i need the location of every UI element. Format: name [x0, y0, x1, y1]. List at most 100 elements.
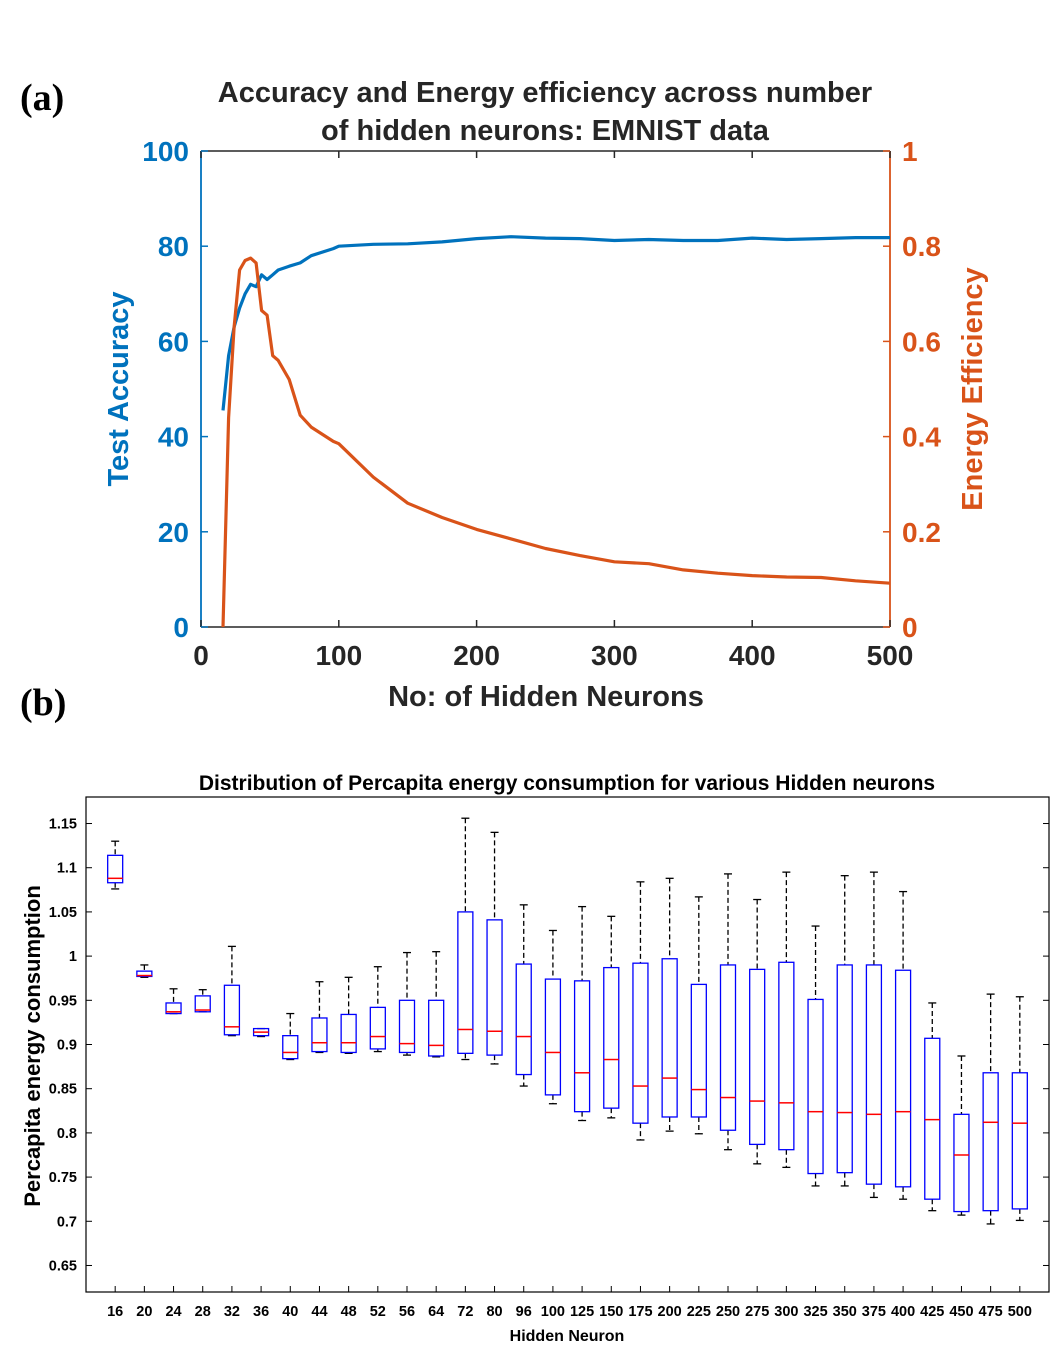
left-y-tick-label: 100 — [142, 136, 189, 167]
x-tick-label: 375 — [862, 1304, 886, 1320]
x-tick-label: 56 — [399, 1304, 415, 1320]
box-body — [369, 1006, 386, 1050]
box-100 — [544, 929, 562, 1105]
box-20 — [136, 964, 153, 978]
x-tick-label: 250 — [716, 1304, 740, 1320]
box-body — [282, 1035, 299, 1060]
box-body — [428, 999, 445, 1057]
x-tick-label: 400 — [891, 1304, 915, 1320]
x-tick-label: 16 — [107, 1304, 123, 1320]
box-body — [749, 968, 766, 1146]
series-line-left — [221, 235, 890, 411]
x-tick-label: 100 — [541, 1304, 565, 1320]
box-body — [223, 984, 241, 1036]
box-325 — [807, 925, 824, 1187]
y-tick-label: 0.75 — [49, 1170, 77, 1186]
x-tick-label: 450 — [949, 1304, 973, 1320]
box-body — [894, 969, 912, 1188]
box-125 — [573, 905, 591, 1122]
box-175 — [632, 881, 649, 1141]
box-24 — [165, 988, 182, 1015]
right-y-tick-label: 0.2 — [902, 517, 941, 548]
panel-b-label: (b) — [20, 682, 66, 724]
chart-accuracy-energy: Accuracy and Energy efficiency across nu… — [103, 77, 989, 713]
chart-a-title-line-1: Accuracy and Energy efficiency across nu… — [218, 77, 872, 109]
x-tick-label: 200 — [658, 1304, 682, 1320]
box-40 — [282, 1012, 299, 1061]
left-y-tick-label: 20 — [158, 517, 189, 548]
x-tick-label: 52 — [370, 1304, 386, 1320]
box-body — [165, 1002, 182, 1015]
x-tick-label: 32 — [224, 1304, 240, 1320]
y-tick-label: 0.85 — [49, 1082, 77, 1098]
x-tick-label: 125 — [570, 1304, 594, 1320]
box-28 — [194, 989, 211, 1013]
plot-frame — [85, 796, 1050, 1293]
chart-b-title: Distribution of Percapita energy consump… — [199, 772, 935, 795]
box-body — [486, 919, 503, 1056]
box-body — [807, 998, 824, 1175]
x-tick-label: 80 — [486, 1304, 502, 1320]
box-body — [865, 964, 883, 1185]
box-16 — [107, 840, 124, 890]
x-tick-label: 350 — [833, 1304, 857, 1320]
x-tick-label: 64 — [428, 1304, 444, 1320]
chart-b-y-axis-label: Percapita energy consumption — [20, 885, 45, 1207]
box-body — [690, 983, 707, 1118]
box-body — [544, 978, 562, 1096]
box-body — [661, 958, 678, 1118]
box-body — [1011, 1072, 1028, 1210]
y-tick-label: 1.15 — [49, 817, 77, 833]
y-tick-label: 0.65 — [49, 1258, 77, 1274]
x-tick-label: 200 — [453, 640, 500, 671]
x-tick-label: 500 — [1008, 1304, 1032, 1320]
x-tick-label: 100 — [315, 640, 362, 671]
panel-a-label: (a) — [20, 77, 64, 119]
chart-a-right-axis-label: Energy Efficiency — [957, 267, 989, 510]
box-body — [194, 995, 211, 1013]
box-44 — [311, 981, 328, 1054]
y-tick-label: 0.9 — [57, 1038, 77, 1054]
box-body — [778, 961, 795, 1151]
right-y-tick-label: 0.4 — [902, 422, 941, 453]
box-body — [398, 999, 416, 1054]
box-body — [107, 854, 124, 884]
box-64 — [428, 951, 445, 1058]
box-body — [515, 963, 532, 1076]
box-body — [719, 964, 737, 1131]
x-tick-label: 72 — [457, 1304, 473, 1320]
box-56 — [398, 951, 416, 1056]
box-body — [924, 1037, 941, 1200]
box-body — [603, 966, 620, 1109]
box-80 — [486, 831, 503, 1065]
y-tick-label: 0.95 — [49, 993, 77, 1009]
x-tick-label: 48 — [341, 1304, 357, 1320]
box-body — [573, 980, 591, 1113]
x-tick-label: 475 — [979, 1304, 1003, 1320]
box-body — [340, 1013, 357, 1054]
box-425 — [924, 1002, 941, 1212]
x-tick-label: 300 — [774, 1304, 798, 1320]
left-y-tick-label: 40 — [158, 422, 189, 453]
box-375 — [865, 871, 883, 1199]
left-y-tick-label: 60 — [158, 326, 189, 357]
box-32 — [223, 945, 241, 1037]
box-body — [982, 1072, 999, 1212]
box-body — [836, 964, 853, 1174]
left-y-tick-label: 80 — [158, 231, 189, 262]
left-y-tick-label: 0 — [173, 612, 189, 643]
chart-a-plot-area — [221, 235, 891, 628]
box-150 — [603, 915, 620, 1119]
box-72 — [457, 817, 474, 1061]
chart-a-title-line-2: of hidden neurons: EMNIST data — [321, 115, 770, 147]
x-tick-label: 500 — [867, 640, 914, 671]
box-body — [457, 911, 474, 1054]
box-350 — [836, 875, 853, 1187]
box-96 — [515, 904, 532, 1087]
y-tick-label: 1.1 — [57, 861, 77, 877]
chart-b-x-axis-label: Hidden Neuron — [510, 1328, 625, 1345]
chart-a-left-axis-label: Test Accuracy — [103, 291, 135, 486]
box-body — [311, 1017, 328, 1053]
y-tick-label: 1.05 — [49, 905, 77, 921]
